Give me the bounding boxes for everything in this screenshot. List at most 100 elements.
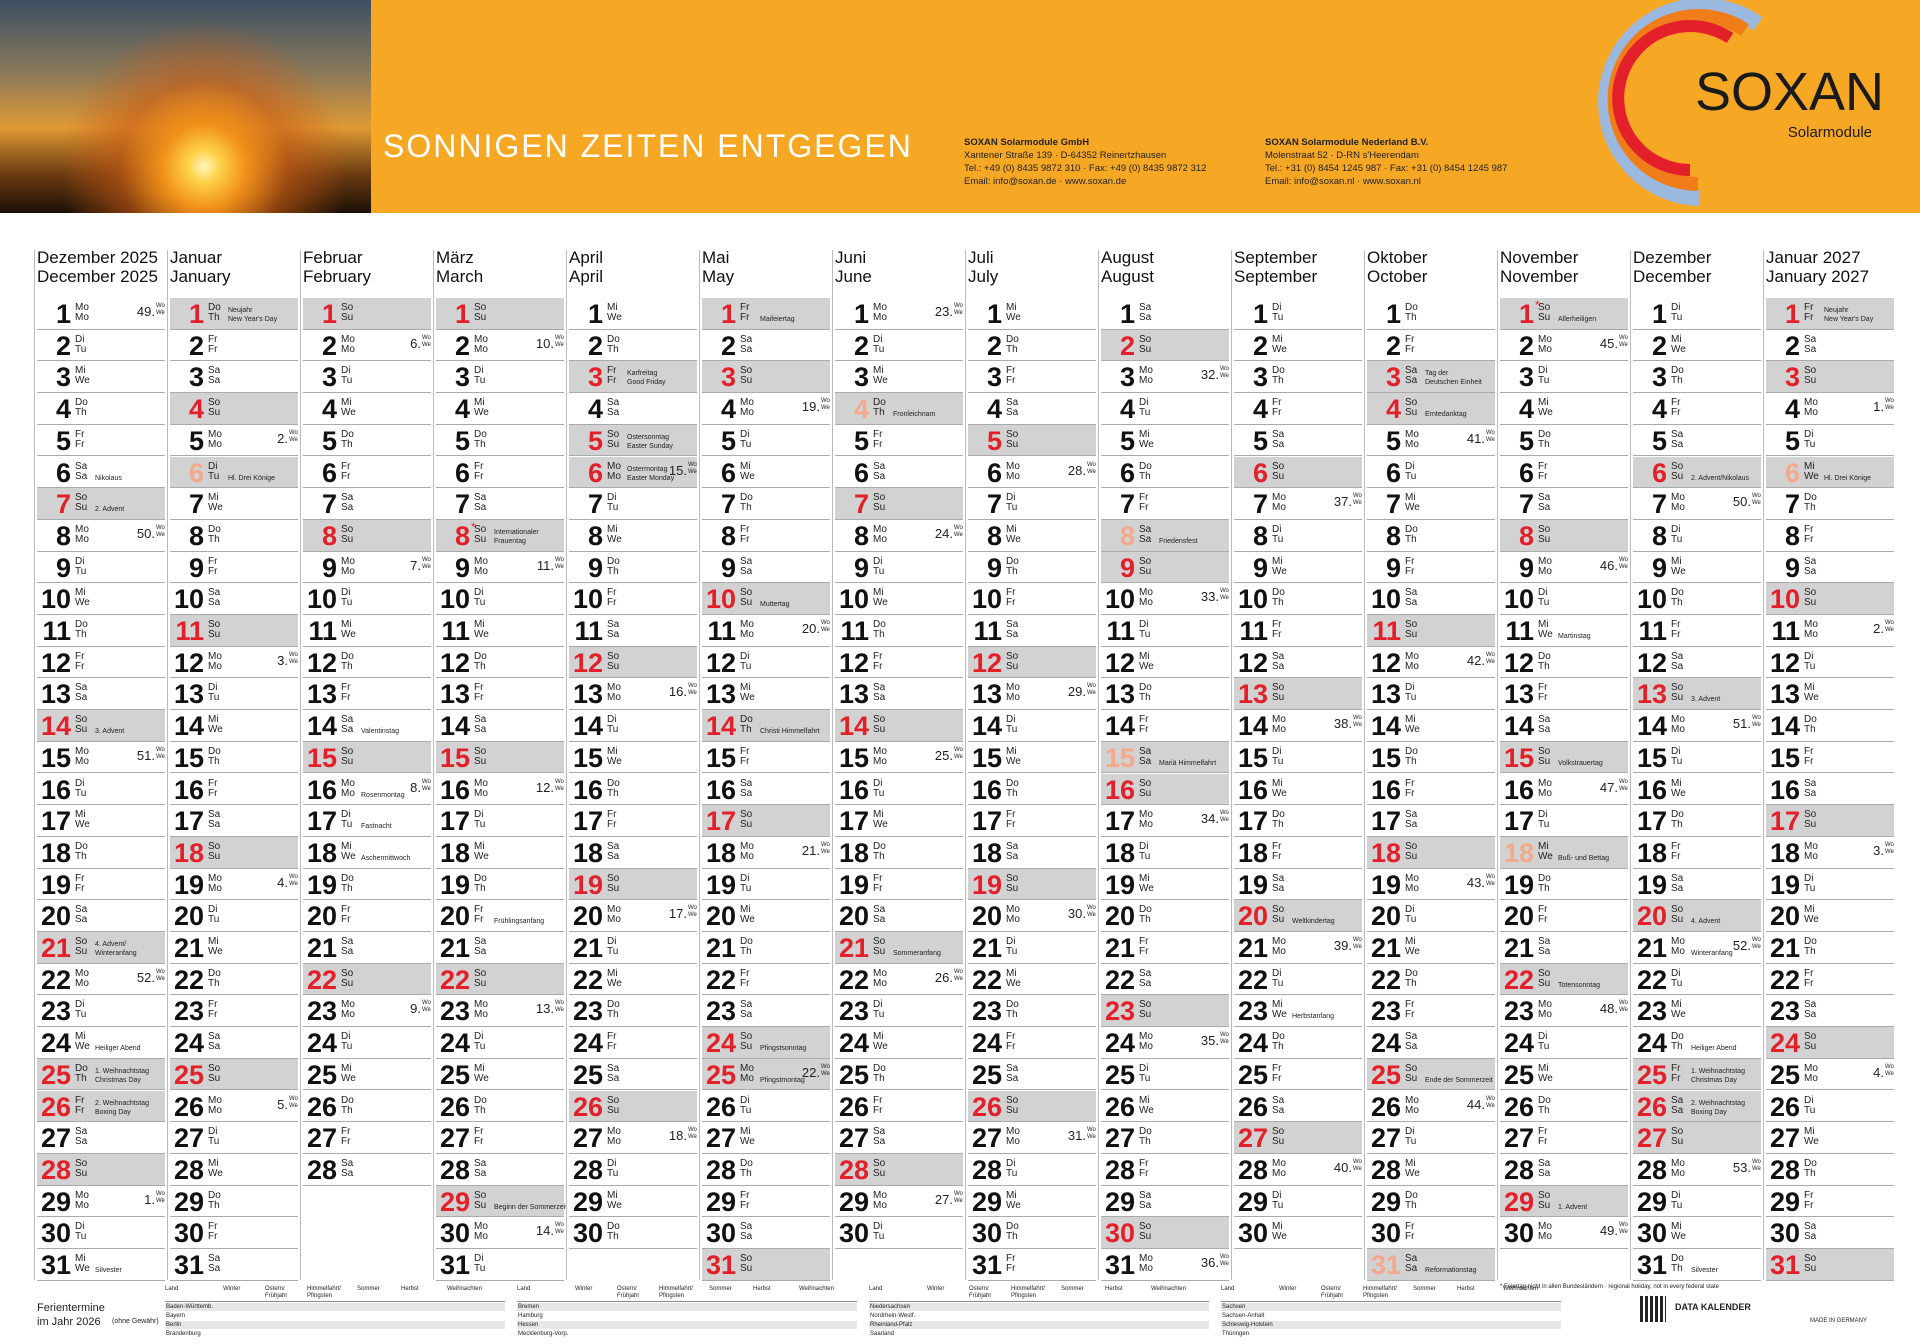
weekday-en: Tu (1671, 755, 1683, 767)
day-number: 15 (572, 742, 603, 773)
day-number: 13 (1237, 679, 1268, 710)
day-number: 14 (1503, 711, 1534, 742)
weekday-de: Di (208, 1126, 218, 1138)
day-number: 13 (838, 679, 869, 710)
weekday-en: Fr (740, 1199, 750, 1211)
week-label-de: Wo (821, 398, 830, 405)
day-row: 21 Sa Sa (436, 932, 564, 964)
day-number: 20 (705, 901, 736, 932)
holiday-mark: * (1535, 298, 1540, 312)
weekday-de: So (1538, 967, 1551, 979)
weekday-de: Mo (474, 1221, 488, 1233)
weekday-en: Th (1272, 597, 1284, 609)
week-number: 48. (1599, 1001, 1618, 1017)
weekday-en: Tu (1671, 977, 1683, 989)
day-number: 31 (1636, 1250, 1667, 1280)
weekday-de: Fr (1006, 1031, 1016, 1043)
weekday-de: Sa (208, 365, 221, 377)
day-row: 1 Fr Fr Neujahr New Year's Day (1766, 298, 1894, 330)
day-row: 14 Sa Sa (1500, 710, 1628, 742)
day-row: 11 Mo Mo 2. Wo We (1766, 615, 1894, 647)
day-row: 18 Mi We Buß- und Bettag (1500, 836, 1628, 869)
day-number: 6 (720, 457, 736, 488)
week-label-en: We (1220, 1261, 1229, 1267)
weekday-en: Fr (1671, 1072, 1681, 1084)
week-label-en: We (156, 531, 165, 538)
day-number: 25 (306, 1059, 337, 1090)
weekday-en: Tu (208, 692, 220, 704)
day-row: 17 Sa Sa (1367, 805, 1495, 837)
day-row: 4 Mo Mo 19. Wo We (702, 393, 830, 425)
day-number: 27 (439, 1123, 470, 1154)
weekday-de: Mi (1804, 682, 1815, 694)
weekday-de: Fr (1671, 1062, 1681, 1074)
day-row: 16 Fr Fr (1367, 774, 1495, 806)
weekday-en: Su (474, 977, 487, 989)
day-row: 16 Mi We (1234, 774, 1362, 806)
day-number: 11 (1638, 616, 1667, 646)
day-row: 19 Do Th (303, 869, 431, 901)
weekday-en: Sa (1272, 1104, 1285, 1116)
weekday-en: Fr (1804, 977, 1814, 989)
weekday-de: Sa (208, 587, 221, 599)
weekday-en: Tu (1671, 1199, 1683, 1211)
day-number: 1 (1385, 299, 1401, 329)
address-line: Tel.: +49 (0) 8435 9872 310 · Fax: +49 (… (964, 163, 1207, 174)
day-number: 17 (572, 806, 603, 837)
day-number: 31 (1370, 1250, 1401, 1280)
week-number: 22. (801, 1064, 820, 1080)
day-number: 9 (1651, 552, 1667, 583)
day-number: 8 (1651, 520, 1667, 551)
week-label-en: We (1619, 1007, 1628, 1014)
day-row: 21 Fr Fr (1101, 932, 1229, 964)
day-number: 3 (55, 362, 71, 393)
holiday-note: Pfingstmontag (760, 1076, 805, 1084)
weekday-en: Sa (1139, 533, 1152, 545)
table-header: Weihnachten (1151, 1286, 1186, 1292)
weekday-en: Fr (474, 470, 484, 482)
day-row: 27 Sa Sa (835, 1122, 963, 1154)
day-number: 17 (1104, 806, 1135, 837)
weekday-de: Do (607, 555, 620, 567)
weekday-en: Th (1671, 819, 1683, 831)
weekday-en: Th (1139, 1136, 1151, 1148)
day-row: 8 Fr Fr (702, 520, 830, 552)
day-number: 5 (55, 425, 71, 456)
weekday-en: Mo (474, 1009, 488, 1021)
day-number: 30 (1503, 1218, 1534, 1249)
day-row: 6 Mo Mo 28. Wo We (968, 457, 1096, 489)
weekday-en: Su (1139, 1231, 1152, 1243)
weekday-en: Sa (1272, 882, 1285, 894)
day-row: 27 Mi We (702, 1122, 830, 1154)
column-divider (1098, 250, 1099, 1280)
day-number: 21 (1503, 933, 1534, 963)
weekday-en: We (341, 629, 356, 640)
day-row: 12 Sa Sa (1234, 647, 1362, 679)
week-number: 18. (668, 1128, 687, 1144)
day-row: 6 So Su 2. Advent/Nikolaus (1633, 456, 1761, 489)
day-row: 30 Mo Mo 14. Wo We (436, 1217, 564, 1249)
holiday-note: Christmas Day (1691, 1076, 1737, 1084)
week-number: 26. (934, 969, 953, 985)
day-number: 25 (572, 1059, 603, 1090)
day-number: 7 (1385, 489, 1401, 520)
day-row: 24 Mo Mo 35. Wo We (1101, 1027, 1229, 1059)
week-label-en: We (1619, 563, 1628, 570)
day-number: 23 (572, 996, 603, 1027)
day-row: 17 Mi We (835, 805, 963, 837)
week-label-en: We (1353, 1165, 1362, 1172)
weekday-de: Do (607, 1221, 620, 1233)
day-row: 24 Fr Fr (968, 1027, 1096, 1059)
day-number: 14 (1769, 711, 1800, 742)
day-number: 4 (986, 394, 1002, 425)
day-row: 10 Di Tu (303, 583, 431, 615)
weekday-en: Th (1272, 819, 1284, 831)
weekday-de: So (1804, 587, 1817, 599)
day-number: 28 (306, 1154, 337, 1185)
weekday-de: Di (873, 333, 883, 345)
weekday-de: Sa (1804, 777, 1817, 789)
day-number: 8 (188, 520, 204, 551)
week-label-de: Wo (1220, 1254, 1229, 1260)
weekday-de: Mo (1272, 936, 1286, 947)
weekday-en: Su (208, 850, 221, 862)
